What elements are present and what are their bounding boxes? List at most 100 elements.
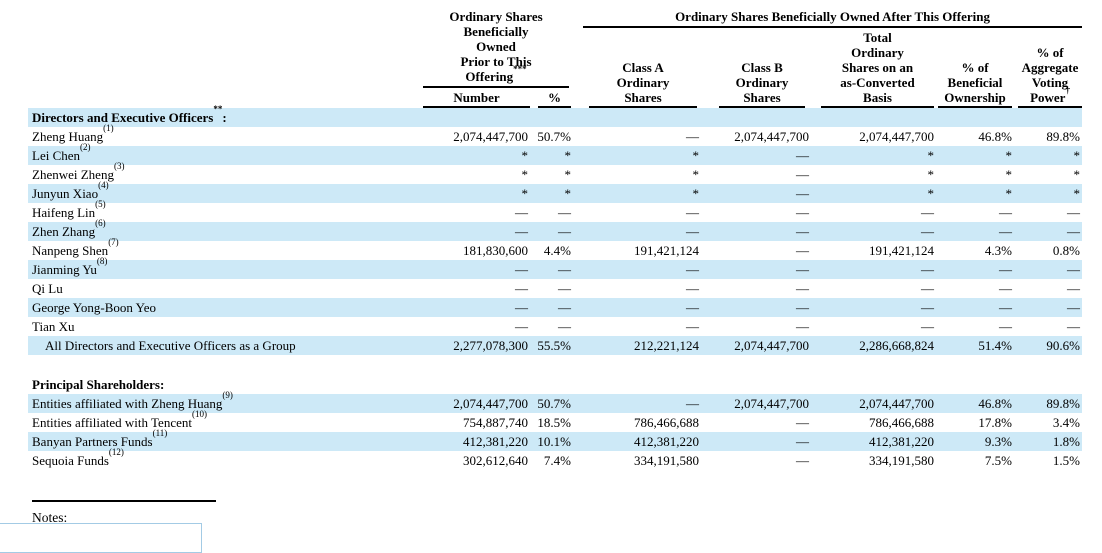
- table-row: George Yong-Boon Yeo — — — — — — —: [28, 298, 1083, 317]
- shareholder-name: Entities affiliated with Zheng Huang(9): [28, 391, 413, 413]
- cell-total: 334,191,580: [869, 452, 934, 468]
- cell-class-a: *: [692, 166, 700, 182]
- cell-number: —: [413, 260, 530, 279]
- cell-pct-prior: *: [530, 184, 573, 203]
- cell-number: *: [413, 146, 530, 165]
- cell-pct-voting: —: [1067, 318, 1081, 334]
- cell-number: *: [413, 184, 530, 203]
- cell-total: 2,286,668,824: [811, 336, 936, 355]
- cell-total: —: [811, 222, 936, 241]
- shareholder-name: Junyun Xiao(4): [28, 181, 413, 203]
- cell-number: —: [515, 280, 528, 296]
- table-row: All Directors and Executive Officers as …: [28, 336, 1083, 355]
- cell-number: *: [521, 166, 529, 182]
- cell-class-a: 191,421,124: [634, 242, 699, 258]
- table-row: Junyun Xiao(4) * * * — * * *: [28, 181, 1083, 203]
- shareholder-name: Zheng Huang(1): [32, 123, 114, 144]
- cell-class-b: —: [796, 280, 809, 296]
- header-voting-dagger-marker: †: [1065, 84, 1070, 95]
- footnote-ref: (8): [96, 256, 108, 267]
- cell-pct-voting: *: [1073, 166, 1081, 182]
- table-row: Entities affiliated with Zheng Huang(9) 2…: [28, 391, 1083, 413]
- cell-pct-voting: *: [1014, 146, 1083, 165]
- cell-pct-prior: —: [530, 222, 573, 241]
- header-prior-title: Ordinary Shares Beneficially Owned Prior…: [423, 9, 569, 88]
- cell-pct-prior: —: [558, 204, 571, 220]
- shareholder-name: Sequoia Funds(12): [32, 447, 124, 468]
- cell-total: *: [811, 184, 936, 203]
- cell-class-a: 334,191,580: [634, 452, 699, 468]
- cell-number: —: [413, 222, 530, 241]
- cell-pct-beneficial: 46.8%: [978, 128, 1012, 144]
- shareholder-name: Qi Lu: [32, 280, 63, 296]
- cell-pct-prior: 50.7%: [537, 128, 571, 144]
- cell-pct-prior: *: [564, 166, 572, 182]
- shareholder-name: All Directors and Executive Officers as …: [28, 336, 413, 355]
- header-total-converted-column: Total Ordinary Shares on an as-Converted…: [821, 30, 934, 108]
- cell-pct-beneficial: —: [936, 222, 1014, 241]
- cell-pct-voting: —: [1014, 222, 1083, 241]
- cell-pct-voting: —: [1067, 204, 1081, 220]
- cell-total: *: [811, 146, 936, 165]
- cell-pct-voting: 89.8%: [1046, 128, 1081, 144]
- cell-class-b: —: [796, 204, 809, 220]
- cell-pct-beneficial: 4.3%: [984, 242, 1012, 258]
- cell-class-a: —: [573, 260, 701, 279]
- cell-pct-beneficial: 51.4%: [936, 336, 1014, 355]
- cell-pct-prior: 7.4%: [543, 452, 571, 468]
- shareholder-name: Haifeng Lin(5): [32, 199, 106, 220]
- cell-pct-beneficial: *: [936, 184, 1014, 203]
- cell-total: —: [811, 260, 936, 279]
- footnote-ref: (12): [108, 447, 124, 458]
- cell-class-b: 2,074,447,700: [734, 128, 809, 144]
- cell-pct-prior: *: [530, 146, 573, 165]
- cell-pct-beneficial: —: [936, 298, 1014, 317]
- ownership-table-document: Ordinary Shares Beneficially Owned Prior…: [0, 9, 1102, 553]
- table-row: Sequoia Funds(12) 302,612,640 7.4% 334,191,…: [28, 447, 1082, 470]
- table-row: Banyan Partners Funds(11) 412,381,220 10.1…: [28, 429, 1083, 451]
- spacer-row: [28, 355, 1082, 375]
- table-row: Entities affiliated with Tencent(10) 754,…: [28, 410, 1082, 432]
- cell-number: 754,887,740: [463, 414, 528, 430]
- cell-number: —: [413, 298, 530, 317]
- header-number-column: Number: [423, 90, 530, 108]
- cell-pct-beneficial: —: [936, 260, 1014, 279]
- cell-class-b: —: [796, 166, 809, 182]
- cell-class-b: —: [796, 318, 809, 334]
- cell-pct-prior: 50.7%: [530, 394, 573, 413]
- cell-pct-beneficial: *: [1005, 166, 1013, 182]
- cell-pct-voting: —: [1067, 280, 1081, 296]
- selection-highlight-box: [0, 523, 202, 553]
- table-body: Directors and Executive Officers**: Zheng…: [28, 105, 1083, 470]
- header-group-after-offering: Ordinary Shares Beneficially Owned After…: [573, 9, 1083, 108]
- table-row: Lei Chen(2) * * * — * * *: [28, 143, 1083, 165]
- footnote-divider-rule: [32, 500, 216, 502]
- footnote-ref: (10): [191, 409, 207, 420]
- cell-total: 2,074,447,700: [811, 394, 936, 413]
- cell-number: —: [515, 204, 528, 220]
- section-header-label: Directors and Executive Officers**:: [28, 105, 1083, 127]
- cell-pct-prior: —: [530, 298, 573, 317]
- section-header-label: Principal Shareholders:: [32, 376, 165, 392]
- table-row: Zhenwei Zheng(3) * * * — * * *: [28, 162, 1082, 184]
- cell-class-b: —: [701, 184, 811, 203]
- shareholder-name: Zhen Zhang(6): [28, 219, 413, 241]
- cell-class-b: —: [701, 260, 811, 279]
- cell-pct-voting: 0.8%: [1052, 242, 1081, 258]
- header-class-b-column: Class B Ordinary Shares: [719, 60, 805, 108]
- footnote-ref: (3): [113, 161, 125, 172]
- cell-total: 412,381,220: [811, 432, 936, 451]
- header-class-a-column: Class A Ordinary Shares: [589, 60, 697, 108]
- cell-class-a: *: [573, 146, 701, 165]
- cell-class-b: 2,074,447,700: [701, 336, 811, 355]
- shareholding-table: Ordinary Shares Beneficially Owned Prior…: [28, 9, 1083, 470]
- cell-pct-prior: 10.1%: [530, 432, 573, 451]
- cell-class-b: —: [796, 452, 809, 468]
- cell-total: —: [921, 204, 934, 220]
- cell-pct-beneficial: *: [936, 146, 1014, 165]
- cell-class-a: —: [686, 280, 699, 296]
- cell-pct-beneficial: 7.5%: [984, 452, 1012, 468]
- cell-number: 2,074,447,700: [453, 128, 528, 144]
- cell-pct-voting: 90.6%: [1014, 336, 1083, 355]
- cell-pct-beneficial: —: [999, 204, 1012, 220]
